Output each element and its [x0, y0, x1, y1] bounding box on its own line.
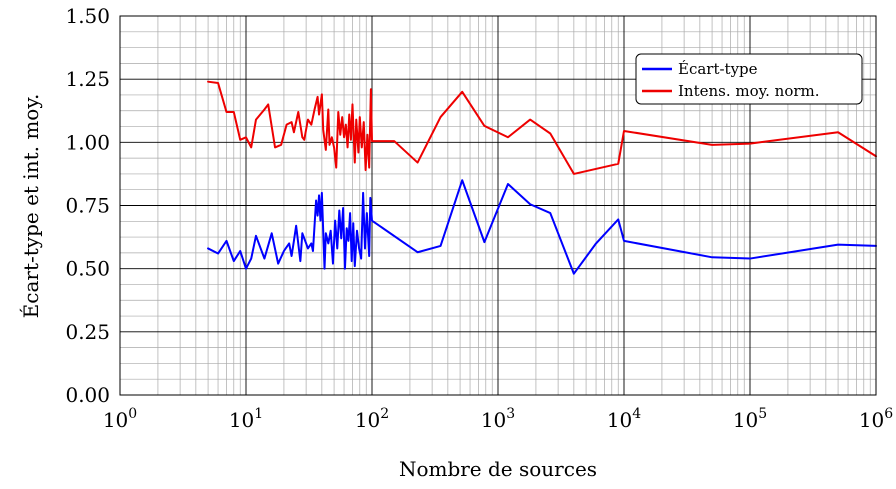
- series-layer: [207, 80, 877, 275]
- x-tick-label: 101: [229, 406, 263, 432]
- y-tick-label: 0.25: [65, 320, 110, 344]
- x-tick-label: 103: [481, 406, 515, 432]
- legend-label-intens-moy-norm: Intens. moy. norm.: [678, 82, 820, 100]
- series-line-intens-moy-norm: [207, 80, 877, 175]
- legend-box: [635, 53, 863, 105]
- x-axis-title: Nombre de sources: [399, 457, 597, 481]
- x-axis-ticks: 100 101 102 103 104 105 106: [103, 406, 893, 432]
- x-tick-label: 106: [859, 406, 893, 432]
- y-axis-ticks: 0.00 0.25 0.50 0.75 1.00 1.25 1.50: [65, 4, 110, 407]
- series-line-ecart-type: [207, 179, 877, 275]
- plot-frame: [119, 15, 877, 396]
- y-tick-label: 1.25: [65, 67, 110, 91]
- x-tick-label: 100: [103, 406, 137, 432]
- y-tick-label: 1.50: [65, 4, 110, 28]
- y-tick-label: 0.75: [65, 194, 110, 218]
- legend: Écart-type Intens. moy. norm.: [635, 53, 863, 105]
- y-tick-label: 0.50: [65, 257, 110, 281]
- x-tick-label: 105: [733, 406, 767, 432]
- x-tick-label: 102: [355, 406, 389, 432]
- y-tick-label: 0.00: [65, 383, 110, 407]
- y-axis-title: Écart-type et int. moy.: [19, 94, 43, 319]
- x-tick-label: 104: [607, 406, 641, 432]
- legend-label-ecart-type: Écart-type: [678, 60, 758, 78]
- y-tick-label: 1.00: [65, 130, 110, 154]
